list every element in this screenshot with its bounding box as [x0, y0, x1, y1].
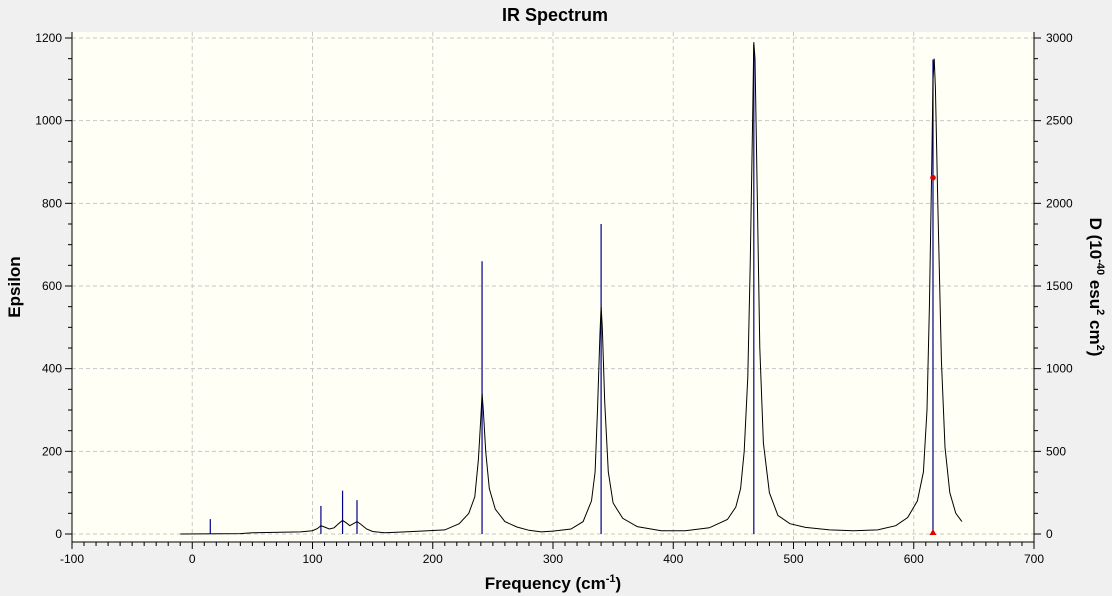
- x-axis-title-text: Frequency (cm: [485, 574, 606, 593]
- y-right-tick-label: 0: [1046, 527, 1053, 541]
- x-tick-label: 100: [302, 552, 322, 566]
- x-tick-label: -100: [60, 552, 84, 566]
- y-right-title-sup-3: 2: [1094, 345, 1106, 351]
- y-right-title-sup-1: -40: [1094, 259, 1106, 275]
- spectrum-curve: [180, 42, 963, 535]
- y-left-tick-label: 600: [42, 279, 62, 293]
- y-right-tick-label: 2000: [1046, 196, 1073, 210]
- x-tick-label: 500: [783, 552, 803, 566]
- x-tick-label: 0: [189, 552, 196, 566]
- y-left-tick-label: 800: [42, 196, 62, 210]
- y-right-tick-label: 2500: [1046, 114, 1073, 128]
- x-tick-label: 300: [543, 552, 563, 566]
- y-right-title-part-2: esu: [1086, 275, 1105, 309]
- y-axis-right-title: D (10-40 esu2 cm2): [1086, 218, 1106, 357]
- x-tick-label: 200: [423, 552, 443, 566]
- x-axis: -100 0 100 200 300 400 500 600 700: [60, 542, 1044, 566]
- y-left-tick-label: 400: [42, 362, 62, 376]
- markers: [929, 174, 937, 535]
- y-axis-left: 0 200 400 600 800 1000 1200: [35, 31, 72, 541]
- marker-triangle: [929, 529, 937, 535]
- chart-title: IR Spectrum: [502, 5, 608, 25]
- x-axis-title-end: ): [616, 574, 622, 593]
- y-axis-left-title: Epsilon: [5, 256, 24, 317]
- y-right-title-sup-2: 2: [1094, 309, 1106, 315]
- y-right-tick-label: 1000: [1046, 362, 1073, 376]
- y-right-tick-label: 500: [1046, 444, 1066, 458]
- y-right-tick-label: 3000: [1046, 31, 1073, 45]
- x-axis-title: Frequency (cm-1): [485, 573, 621, 593]
- y-left-tick-label: 1200: [35, 31, 62, 45]
- y-right-title-part-1: D (10: [1086, 218, 1105, 260]
- marker-point: [930, 174, 936, 181]
- grid-lines: [72, 32, 1034, 542]
- y-right-title-part-3: cm: [1086, 315, 1105, 344]
- y-left-tick-label: 0: [55, 527, 62, 541]
- y-left-tick-label: 200: [42, 444, 62, 458]
- x-axis-title-sup: -1: [606, 573, 616, 585]
- x-tick-label: 700: [1024, 552, 1044, 566]
- y-right-tick-label: 1500: [1046, 279, 1073, 293]
- y-right-title-part-4: ): [1086, 351, 1105, 357]
- x-tick-label: 400: [663, 552, 683, 566]
- y-axis-right: 0 500 1000 1500 2000 2500 3000: [1034, 31, 1073, 541]
- y-left-tick-label: 1000: [35, 114, 62, 128]
- x-tick-label: 600: [904, 552, 924, 566]
